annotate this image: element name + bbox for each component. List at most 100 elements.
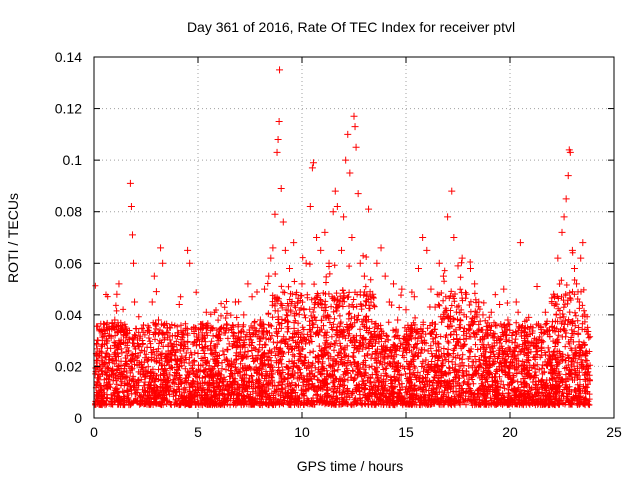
data-point <box>444 213 452 221</box>
data-point <box>566 148 574 156</box>
data-point <box>194 350 202 358</box>
data-point <box>581 311 589 319</box>
data-point <box>410 293 418 301</box>
y-axis-label: ROTI / TECUs <box>5 193 21 283</box>
x-tick-label: 15 <box>398 424 414 440</box>
data-point <box>516 239 524 247</box>
data-point <box>570 264 578 272</box>
data-point <box>508 331 516 339</box>
data-point <box>577 254 585 262</box>
data-point <box>369 290 377 298</box>
data-point <box>167 339 175 347</box>
data-point <box>321 228 329 236</box>
data-point <box>352 143 360 151</box>
data-point <box>373 259 381 267</box>
data-point <box>105 375 113 383</box>
data-points-layer <box>92 66 591 391</box>
data-point <box>279 218 287 226</box>
data-point <box>109 365 117 373</box>
data-point <box>261 285 269 293</box>
data-point <box>487 308 495 316</box>
data-point <box>159 259 167 267</box>
y-tick-label: 0.12 <box>55 101 82 117</box>
data-point <box>111 316 119 324</box>
data-point <box>431 303 439 311</box>
data-point <box>340 213 348 221</box>
data-point <box>154 316 162 324</box>
data-point <box>211 362 219 370</box>
data-point <box>564 172 572 180</box>
data-point <box>427 285 435 293</box>
data-point <box>466 264 474 272</box>
data-point <box>267 254 275 262</box>
data-point <box>223 321 231 329</box>
data-point <box>385 298 393 306</box>
data-point <box>394 316 402 324</box>
data-point <box>298 280 306 288</box>
data-point <box>276 66 284 74</box>
data-point <box>541 308 549 316</box>
data-point <box>113 290 121 298</box>
data-point <box>275 117 283 125</box>
data-point <box>317 246 325 254</box>
data-point <box>435 259 443 267</box>
data-point <box>583 350 591 358</box>
x-tick-label: 0 <box>90 424 98 440</box>
data-point <box>236 337 244 345</box>
data-point <box>329 208 337 216</box>
data-point <box>152 288 160 296</box>
data-point <box>100 360 108 368</box>
y-tick-label: 0.04 <box>55 307 82 323</box>
x-tick-labels: 0 5 10 15 20 25 <box>90 424 622 440</box>
data-point <box>140 368 148 376</box>
data-point <box>148 298 156 306</box>
x-tick-label: 20 <box>502 424 518 440</box>
data-point <box>562 195 570 203</box>
data-point <box>175 301 183 309</box>
data-point <box>308 164 316 172</box>
data-point <box>496 301 504 309</box>
data-point <box>294 298 302 306</box>
data-point <box>450 234 458 241</box>
data-point <box>475 298 483 306</box>
data-point <box>231 298 239 306</box>
data-point <box>179 344 187 352</box>
data-point <box>240 311 248 319</box>
data-point <box>338 246 346 254</box>
ticks-layer <box>93 56 615 419</box>
data-point <box>546 326 554 334</box>
data-point <box>121 339 129 347</box>
data-point <box>306 203 314 211</box>
data-point <box>458 254 466 262</box>
data-point <box>184 246 192 254</box>
data-point <box>290 239 298 247</box>
data-point <box>206 342 214 350</box>
data-point <box>252 326 260 334</box>
data-point <box>354 190 362 198</box>
data-point <box>573 280 581 288</box>
data-point <box>483 329 491 337</box>
data-point <box>406 324 414 332</box>
data-point <box>479 311 487 319</box>
data-point <box>117 357 125 365</box>
data-point <box>248 293 256 301</box>
data-point <box>130 259 138 267</box>
data-point <box>360 272 368 280</box>
data-point <box>348 234 356 241</box>
data-point <box>163 357 171 365</box>
data-point <box>504 316 512 324</box>
data-point <box>286 264 294 272</box>
data-point <box>390 280 398 288</box>
data-point <box>150 272 158 280</box>
data-point <box>537 344 545 352</box>
data-point <box>377 244 385 252</box>
chart-title: Day 361 of 2016, Rate Of TEC Index for r… <box>187 19 515 35</box>
data-point <box>244 280 252 288</box>
data-point <box>190 324 198 332</box>
data-point <box>454 262 462 270</box>
data-point <box>398 285 406 293</box>
data-point <box>346 169 354 177</box>
data-point <box>414 264 422 272</box>
data-point <box>558 228 566 236</box>
